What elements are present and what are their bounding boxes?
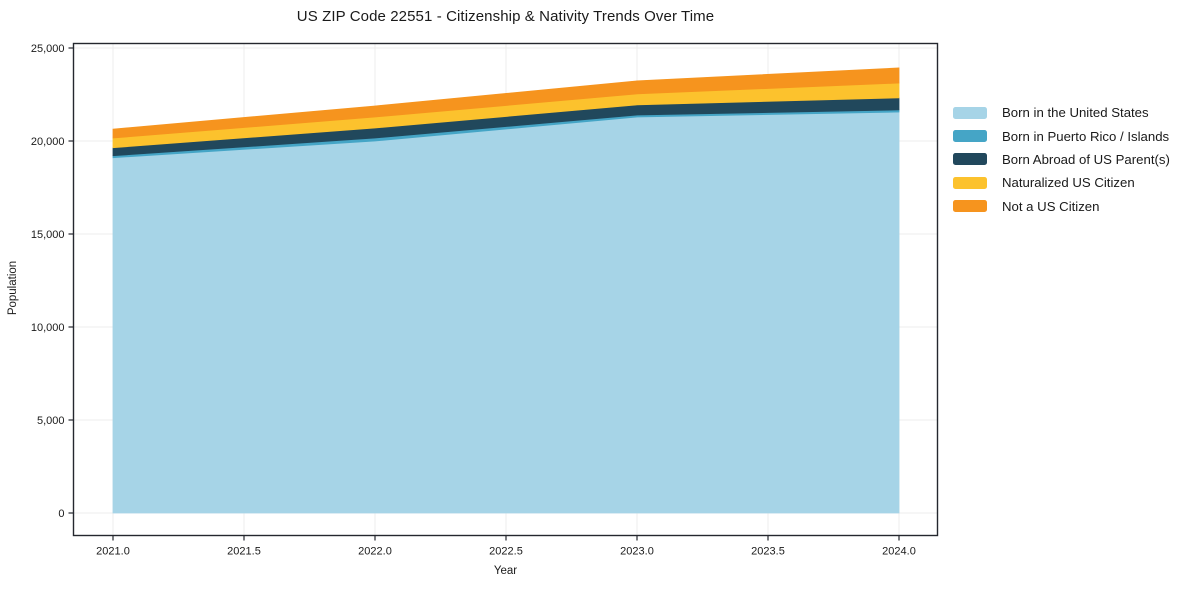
legend-label: Born in the United States [1002, 105, 1149, 121]
x-tick-label: 2021.5 [227, 546, 261, 558]
y-tick-label: 20,000 [31, 136, 65, 148]
legend-item-born-in-the-united-states: Born in the United States [953, 101, 1170, 124]
legend-swatch [953, 176, 987, 189]
x-tick-label: 2022.0 [358, 546, 392, 558]
x-tick-label: 2023.5 [751, 546, 785, 558]
legend-label: Not a US Citizen [1002, 198, 1100, 214]
y-tick-label: 25,000 [31, 43, 65, 55]
area-born-in-the-united-states [112, 111, 900, 514]
x-tick-label: 2023.0 [620, 546, 654, 558]
x-axis-label: Year [493, 565, 518, 577]
x-tick-label: 2021.0 [96, 546, 130, 558]
chart-title: US ZIP Code 22551 - Citizenship & Nativi… [296, 8, 715, 25]
legend-swatch [953, 106, 987, 119]
legend: Born in the United States Born in Puerto … [953, 101, 1170, 218]
legend-item-born-abroad-of-us-parent-s: Born Abroad of US Parent(s) [953, 148, 1170, 171]
legend-item-naturalized-us-citizen: Naturalized US Citizen [953, 171, 1170, 194]
area-not-a-us-citizen [112, 67, 900, 139]
legend-label: Naturalized US Citizen [1002, 175, 1135, 191]
y-tick-label: 10,000 [31, 322, 65, 334]
legend-swatch [953, 130, 987, 143]
legend-swatch [953, 153, 987, 166]
y-axis-label: Population [7, 260, 19, 316]
y-tick-label: 0 [58, 508, 64, 520]
legend-item-born-in-puerto-rico-islands: Born in Puerto Rico / Islands [953, 124, 1170, 147]
legend-swatch [953, 200, 987, 213]
y-tick-label: 15,000 [31, 229, 65, 241]
legend-item-not-a-us-citizen: Not a US Citizen [953, 195, 1170, 218]
y-tick-label: 5,000 [37, 415, 65, 427]
legend-label: Born in Puerto Rico / Islands [1002, 128, 1170, 144]
x-tick-label: 2024.0 [882, 546, 916, 558]
legend-label: Born Abroad of US Parent(s) [1002, 151, 1170, 167]
x-tick-label: 2022.5 [489, 546, 523, 558]
